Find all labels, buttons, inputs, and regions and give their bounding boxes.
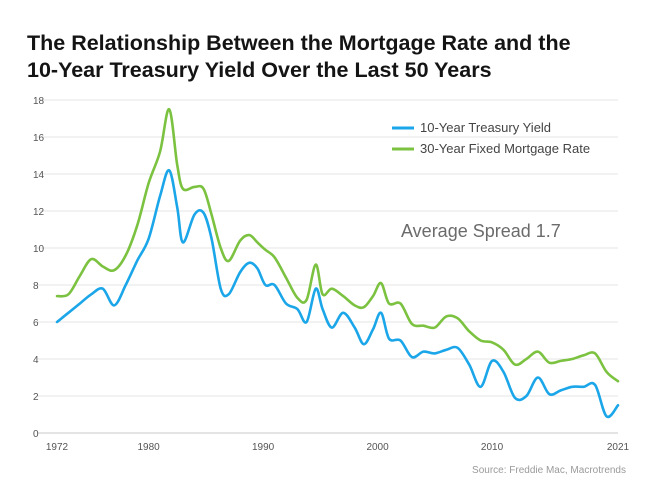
series-lines: [55, 107, 620, 419]
average-spread-annotation: Average Spread 1.7: [401, 221, 561, 241]
y-axis-ticks: 0 2 4 6 8 10 12 14 16 18: [33, 96, 45, 440]
source-note: Source: Freddie Mac, Macrotrends: [472, 465, 626, 476]
y-tick-label: 0: [33, 429, 39, 440]
legend-label-mortgage: 30-Year Fixed Mortgage Rate: [420, 141, 590, 156]
y-tick-label: 16: [33, 133, 45, 144]
x-tick-label: 2021: [607, 442, 630, 453]
mortgage-rate-line: [55, 107, 620, 383]
x-tick-label: 1980: [137, 442, 160, 453]
y-tick-label: 12: [33, 207, 45, 218]
y-tick-label: 18: [33, 96, 45, 107]
y-tick-label: 10: [33, 244, 45, 255]
chart-title: The Relationship Between the Mortgage Ra…: [27, 30, 637, 84]
x-tick-label: 1972: [46, 442, 69, 453]
grid-lines: [37, 99, 618, 434]
x-tick-label: 2010: [481, 442, 504, 453]
legend-label-treasury: 10-Year Treasury Yield: [420, 120, 551, 135]
y-tick-label: 6: [33, 318, 39, 329]
chart-title-line-2: 10-Year Treasury Yield Over the Last 50 …: [27, 58, 492, 82]
legend: 10-Year Treasury Yield 30-Year Fixed Mor…: [392, 120, 590, 156]
x-tick-label: 1990: [252, 442, 275, 453]
y-tick-label: 14: [33, 170, 45, 181]
treasury-yield-line: [55, 168, 620, 419]
y-tick-label: 8: [33, 281, 39, 292]
x-tick-label: 2000: [366, 442, 389, 453]
chart-title-line-1: The Relationship Between the Mortgage Ra…: [27, 31, 571, 55]
y-tick-label: 2: [33, 392, 39, 403]
y-tick-label: 4: [33, 355, 39, 366]
x-axis-ticks: 1972 1980 1990 2000 2010 2021: [46, 442, 630, 453]
